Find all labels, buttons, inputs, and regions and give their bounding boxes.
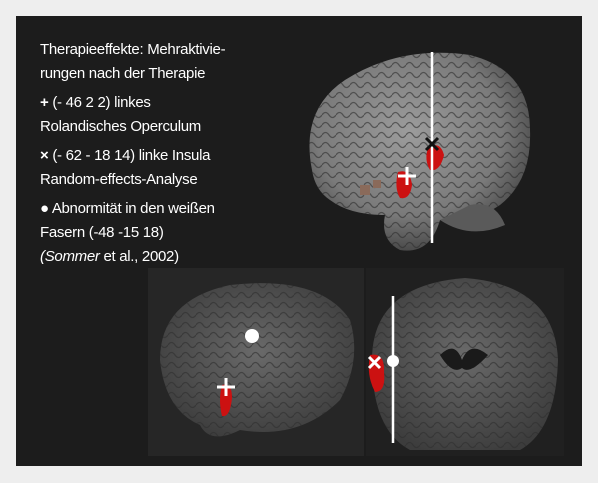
citation-author: (Sommer	[40, 248, 100, 265]
legend-item: × (- 62 - 18 14) linke Insula	[40, 144, 225, 168]
legend-text: (- 46 2 2) linkes	[52, 94, 150, 111]
legend-text: Random-effects-Analyse	[40, 168, 225, 192]
figure: Therapieeffekte: Mehraktivie- rungen nac…	[0, 0, 598, 483]
legend-text: Rolandisches Operculum	[40, 115, 225, 139]
brain-coronal	[366, 268, 564, 456]
legend-symbol: ×	[40, 147, 48, 164]
brain-sagittal	[148, 268, 364, 456]
legend-text: Abnormität in den weißen	[52, 200, 215, 217]
legend-item: ● Abnormität in den weißen	[40, 197, 225, 221]
legend-title: rungen nach der Therapie	[40, 62, 225, 86]
citation-rest: et al., 2002)	[100, 248, 179, 265]
legend-symbol: +	[40, 94, 48, 111]
legend: Therapieeffekte: Mehraktivie- rungen nac…	[40, 38, 225, 269]
legend-symbol: ●	[40, 200, 49, 217]
legend-text: (- 62 - 18 14) linke Insula	[52, 147, 210, 164]
citation: (Sommer et al., 2002)	[40, 245, 225, 269]
legend-item: + (- 46 2 2) linkes	[40, 91, 225, 115]
legend-text: Fasern (-48 -15 18)	[40, 221, 225, 245]
legend-title: Therapieeffekte: Mehraktivie-	[40, 38, 225, 62]
